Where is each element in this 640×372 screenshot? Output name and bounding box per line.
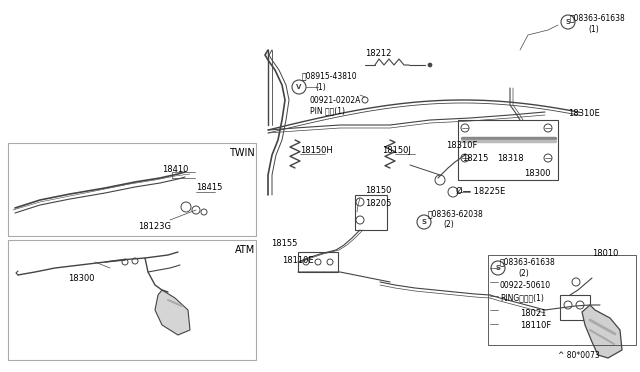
Text: 18110F: 18110F bbox=[520, 321, 551, 330]
Text: Ⓣ08363-61638: Ⓣ08363-61638 bbox=[500, 257, 556, 266]
Text: 18205: 18205 bbox=[365, 199, 392, 208]
Text: 18155: 18155 bbox=[271, 239, 298, 248]
Text: Ⓠ08915-43810: Ⓠ08915-43810 bbox=[302, 71, 358, 80]
Text: 18415: 18415 bbox=[196, 183, 222, 192]
Bar bbox=[355, 195, 387, 230]
Text: 18212: 18212 bbox=[365, 49, 392, 58]
Text: 18300: 18300 bbox=[524, 169, 550, 178]
Bar bbox=[560, 295, 590, 320]
Bar bbox=[458, 120, 558, 180]
Text: 18310E: 18310E bbox=[568, 109, 600, 118]
Text: 18410: 18410 bbox=[162, 165, 188, 174]
Text: 18021: 18021 bbox=[520, 309, 547, 318]
Text: 18123G: 18123G bbox=[138, 222, 171, 231]
Text: 00921-0202A: 00921-0202A bbox=[310, 96, 362, 105]
Text: RINGリング(1): RINGリング(1) bbox=[500, 293, 544, 302]
Text: 18110E: 18110E bbox=[282, 256, 314, 265]
Text: 18010: 18010 bbox=[592, 249, 618, 258]
Text: Ⓣ08363-62038: Ⓣ08363-62038 bbox=[428, 209, 484, 218]
Polygon shape bbox=[582, 305, 622, 358]
Text: TWIN: TWIN bbox=[229, 148, 255, 158]
Text: PIN ピン(1): PIN ピン(1) bbox=[310, 106, 345, 115]
Text: 18215: 18215 bbox=[462, 154, 488, 163]
Text: 18318: 18318 bbox=[497, 154, 524, 163]
Text: 00922-50610: 00922-50610 bbox=[500, 281, 551, 290]
Text: S: S bbox=[566, 19, 570, 25]
Text: 18150J: 18150J bbox=[382, 146, 411, 155]
Text: (1): (1) bbox=[588, 25, 599, 34]
Text: (2): (2) bbox=[443, 220, 454, 229]
Bar bbox=[298, 252, 338, 272]
Polygon shape bbox=[155, 290, 190, 335]
Text: Ⓣ08363-61638: Ⓣ08363-61638 bbox=[570, 13, 626, 22]
Bar bbox=[8, 143, 256, 236]
Text: Ø— 18225E: Ø— 18225E bbox=[456, 187, 505, 196]
Text: S: S bbox=[495, 265, 500, 271]
Text: 18150H: 18150H bbox=[300, 146, 333, 155]
Text: (2): (2) bbox=[518, 269, 529, 278]
Text: 18310F: 18310F bbox=[446, 141, 477, 150]
Text: (1): (1) bbox=[315, 83, 326, 92]
Text: ATM: ATM bbox=[235, 245, 255, 255]
Text: ^ 80*0073: ^ 80*0073 bbox=[558, 351, 600, 360]
Bar bbox=[488, 255, 636, 345]
Circle shape bbox=[428, 63, 432, 67]
Text: 18150: 18150 bbox=[365, 186, 392, 195]
Text: V: V bbox=[296, 84, 301, 90]
Bar bbox=[8, 240, 256, 360]
Text: 18300: 18300 bbox=[68, 274, 95, 283]
Text: S: S bbox=[422, 219, 426, 225]
